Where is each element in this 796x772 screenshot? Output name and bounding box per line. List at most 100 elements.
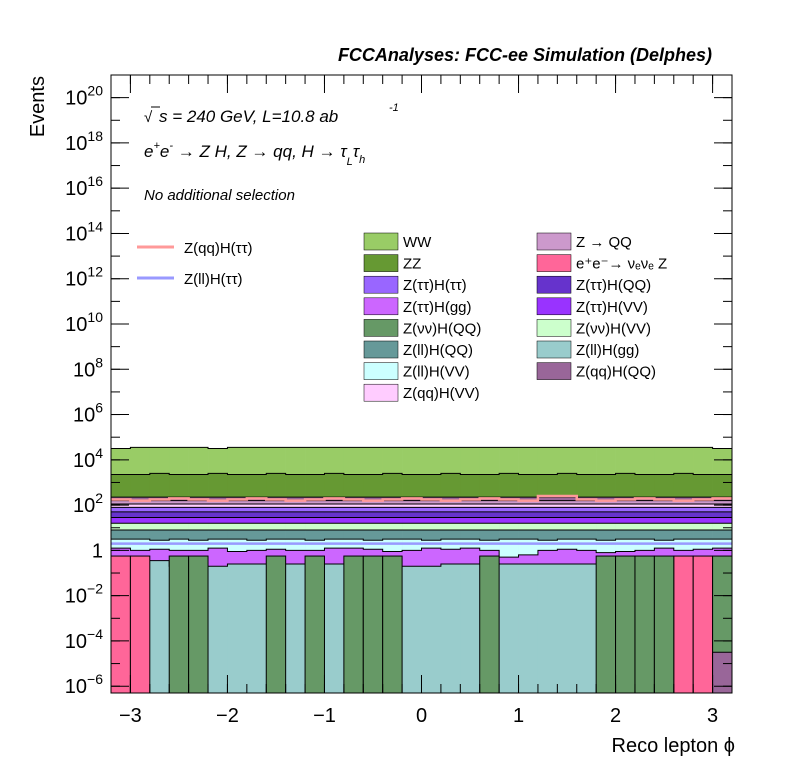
y-tick-label: 1018 xyxy=(65,128,103,155)
legend-label: Z(νν)H(QQ) xyxy=(403,320,481,337)
plot-title: FCCAnalyses: FCC-ee Simulation (Delphes) xyxy=(338,45,712,65)
bar-Z(ll)H(gg) xyxy=(537,563,558,693)
legend-swatch-Z(ττ)H(ττ) xyxy=(363,275,399,294)
legend-label: Z(ll)H(VV) xyxy=(403,364,470,381)
overlay-bar-e+e- → νeνe Z xyxy=(129,555,151,694)
selection-annotation: No additional selection xyxy=(144,187,295,204)
overlay-histogram xyxy=(110,555,733,694)
svg-text:s = 240 GeV, L=10.8 ab: s = 240 GeV, L=10.8 ab xyxy=(159,107,338,126)
outline-Z(ll)H(VV) xyxy=(111,538,732,541)
overlay-bar-Z(νν)H(QQ) xyxy=(265,555,287,694)
legend-label: Z(ττ)H(ττ) xyxy=(403,277,467,294)
outline-WW xyxy=(111,446,732,450)
outline-Z(ττ)H(gg) xyxy=(111,547,732,558)
y-axis-label: Events xyxy=(27,76,49,137)
legend-label: e⁺e⁻→ νₑνₑ Z xyxy=(576,256,667,273)
overlay-bar-Z(νν)H(QQ) xyxy=(188,555,209,694)
svg-text:-1: -1 xyxy=(389,102,399,114)
y-tick-label: 108 xyxy=(73,354,103,381)
bar-Z(ll)H(gg) xyxy=(227,563,248,693)
outline-ZZ xyxy=(111,472,732,476)
y-tick-label: 10−2 xyxy=(65,581,103,608)
legend-label: Z(ll)H(QQ) xyxy=(403,342,473,359)
legend-swatch-e⁺e⁻→ νₑνₑ Z xyxy=(536,254,572,272)
legend-label: Z(ττ)H(gg) xyxy=(403,299,472,316)
bar-Z(ll)H(gg) xyxy=(557,563,578,693)
process-annotation: e+e- → Z H, Z → qq, H → τLτh xyxy=(144,140,365,168)
y-tick-label: 102 xyxy=(73,490,103,517)
x-tick-label: −3 xyxy=(119,705,142,727)
legend-swatch-Z(ll)H(VV) xyxy=(363,362,399,380)
legend-swatch-Z(ττ)H(gg) xyxy=(363,297,399,316)
x-tick-label: 2 xyxy=(610,705,621,727)
legend-swatch-ZZ xyxy=(363,254,399,272)
legend-label: ZZ xyxy=(403,256,421,273)
overlay-bar-Z(qq)H(QQ) xyxy=(712,651,733,694)
legend-swatch-Z(ll)H(gg) xyxy=(536,340,572,359)
overlay-bar-Z(νν)H(QQ) xyxy=(343,555,364,694)
axis-ticks: −3 −2 −1 0 1 2 3 1020 1018 1016 1014 1012 1010 108 106… xyxy=(65,75,733,727)
legend-swatch-Z(νν)H(QQ) xyxy=(363,319,399,337)
overlay-bar-Z(νν)H(QQ) xyxy=(304,555,325,694)
overlay-bar-e+e- → νeνe Z xyxy=(673,555,694,694)
overlay-bar-Z(νν)H(QQ) xyxy=(382,555,403,694)
bar-Z(ll)H(gg) xyxy=(460,563,481,693)
legend-label: Z(νν)H(VV) xyxy=(576,320,651,337)
legend-label: Z(qq)H(ττ) xyxy=(184,240,253,257)
legend-label: Z(ττ)H(QQ) xyxy=(576,277,651,294)
y-tick-label: 1012 xyxy=(65,264,103,291)
bar-Z(ll)H(gg) xyxy=(421,566,442,693)
overlay-bar-Z(νν)H(QQ) xyxy=(634,555,655,694)
bar-Z(ll)H(gg) xyxy=(149,560,170,693)
bar-Z(ll)H(gg) xyxy=(285,563,306,693)
bar-Z(ll)H(gg) xyxy=(324,563,345,693)
x-tick-label: 3 xyxy=(707,705,718,727)
svg-text:√: √ xyxy=(144,109,153,126)
bar-Z(ll)H(gg) xyxy=(208,566,228,693)
legend-swatch-WW xyxy=(363,232,399,251)
signal-lines xyxy=(111,494,732,545)
overlay-bar-e+e- → νeνe Z xyxy=(692,555,714,694)
overlay-bar-Z(νν)H(QQ) xyxy=(595,555,617,694)
y-tick-label: 1016 xyxy=(65,173,103,200)
x-tick-label: −1 xyxy=(313,705,336,727)
legend-label: Z(qq)H(VV) xyxy=(403,385,480,402)
legend-swatch-Z(qq)H(VV) xyxy=(363,383,399,402)
overlay-bar-Z(νν)H(QQ) xyxy=(479,555,500,694)
legend: Z(qq)H(ττ) Z(ll)H(ττ) WW ZZ Z(ττ)H(ττ) Z(ττ)H… xyxy=(137,232,667,402)
line-Z(qq)H(ττ) xyxy=(111,494,732,502)
legend-swatch-Z(ττ)H(QQ) xyxy=(536,275,572,294)
y-tick-label: 1 xyxy=(92,540,103,562)
overlay-bar-e+e- → νeνe Z xyxy=(110,555,131,694)
legend-label: Z(qq)H(QQ) xyxy=(576,364,656,381)
x-axis-label: Reco lepton ϕ xyxy=(612,735,736,757)
bar-Z(ll)H(gg) xyxy=(246,563,267,693)
legend-label: Z → QQ xyxy=(576,234,632,251)
y-tick-label: 1010 xyxy=(65,309,103,336)
svg-text:e+e- → Z H, Z → qq, H → τLτh: e+e- → Z H, Z → qq, H → τLτh xyxy=(144,140,365,168)
legend-label: Z(ll)H(ττ) xyxy=(184,271,243,288)
bar-Z(ll)H(gg) xyxy=(576,563,597,693)
overlay-bar-Z(νν)H(QQ) xyxy=(168,555,190,694)
bar-Z(ll)H(gg) xyxy=(440,563,461,693)
x-tick-label: −2 xyxy=(216,705,239,727)
legend-swatch-Z(ll)H(QQ) xyxy=(363,340,399,359)
bar-Z(ll)H(gg) xyxy=(499,563,519,693)
legend-swatch-Z → QQ xyxy=(536,232,572,251)
y-tick-label: 104 xyxy=(73,445,103,472)
bar-Z(ll)H(gg) xyxy=(402,566,422,693)
y-tick-label: 10−4 xyxy=(65,626,103,653)
legend-swatch-Z(νν)H(VV) xyxy=(536,319,572,337)
y-tick-label: 10−6 xyxy=(65,671,103,698)
x-tick-label: 1 xyxy=(513,705,524,727)
legend-label: WW xyxy=(403,234,432,251)
overlay-bar-Z(νν)H(QQ) xyxy=(615,555,636,694)
legend-swatch-Z(qq)H(QQ) xyxy=(536,362,572,380)
legend-label: Z(ll)H(gg) xyxy=(576,342,639,359)
legend-label: Z(ττ)H(VV) xyxy=(576,299,648,316)
overlay-bar-Z(νν)H(QQ) xyxy=(362,555,384,694)
energy-lumi-annotation: √ s = 240 GeV, L=10.8 ab -1 xyxy=(144,102,399,126)
x-tick-label: 0 xyxy=(416,705,427,727)
legend-swatch-Z(ττ)H(VV) xyxy=(536,297,572,316)
